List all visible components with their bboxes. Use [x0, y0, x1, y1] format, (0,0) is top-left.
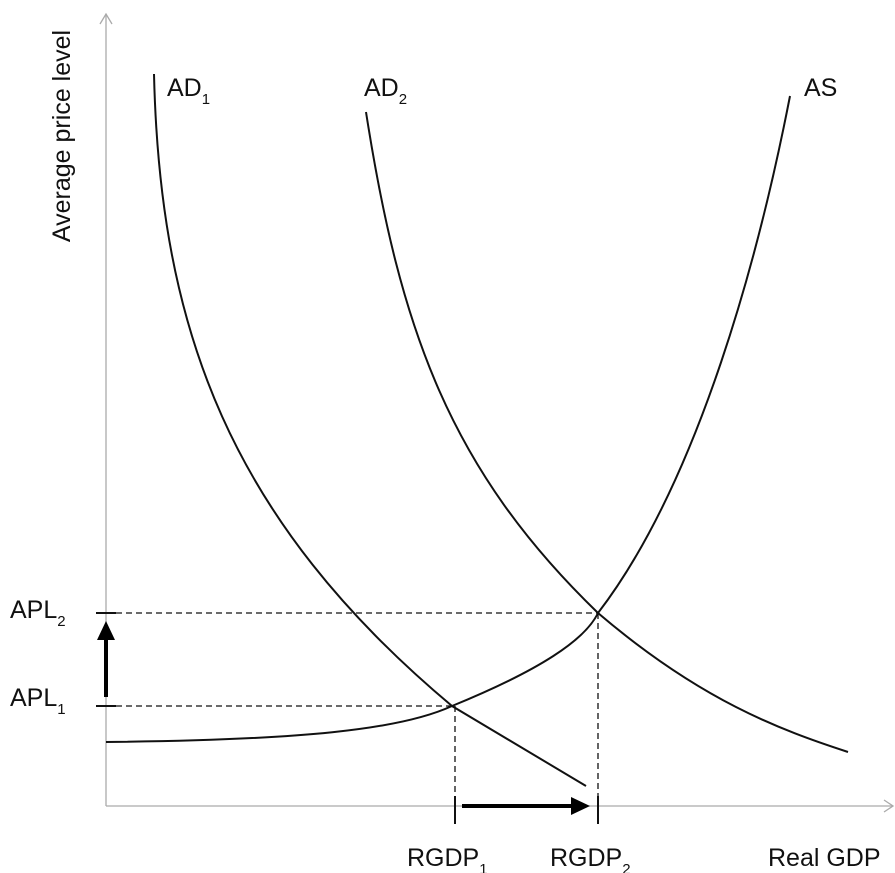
- rgdp2-label-base: RGDP: [550, 844, 622, 872]
- apl2-label-base: APL: [10, 596, 57, 624]
- ad2-label: AD2: [364, 74, 407, 108]
- ad2-curve: [365, 111, 849, 753]
- y-axis-title: Average price level: [48, 30, 76, 242]
- price-level-shift-arrowhead: [97, 621, 115, 640]
- apl2-label-subscript: 2: [57, 613, 65, 630]
- ad1-label: AD1: [167, 74, 210, 108]
- apl1-label-subscript: 1: [57, 701, 65, 718]
- ad1-label-base: AD: [167, 74, 202, 102]
- y-axis-arrowhead: [99, 12, 113, 25]
- rgdp1-label-subscript: 1: [479, 861, 487, 873]
- ad1-curve: [153, 73, 587, 787]
- apl1-label: APL1: [10, 684, 66, 718]
- as-curve: [105, 95, 791, 743]
- output-shift-arrowhead: [571, 797, 590, 815]
- rgdp1-label-base: RGDP: [407, 844, 479, 872]
- rgdp1-label: RGDP1: [407, 844, 488, 873]
- as-label: AS: [804, 74, 837, 102]
- x-axis-arrowhead: [883, 799, 895, 813]
- apl1-label-base: APL: [10, 684, 57, 712]
- ad2-label-subscript: 2: [399, 91, 407, 108]
- ad2-label-base: AD: [364, 74, 399, 102]
- rgdp2-label: RGDP2: [550, 844, 631, 873]
- rgdp2-label-subscript: 2: [622, 861, 630, 873]
- x-axis-title: Real GDP: [768, 844, 881, 872]
- apl2-label: APL2: [10, 596, 66, 630]
- ad1-label-subscript: 1: [202, 91, 210, 108]
